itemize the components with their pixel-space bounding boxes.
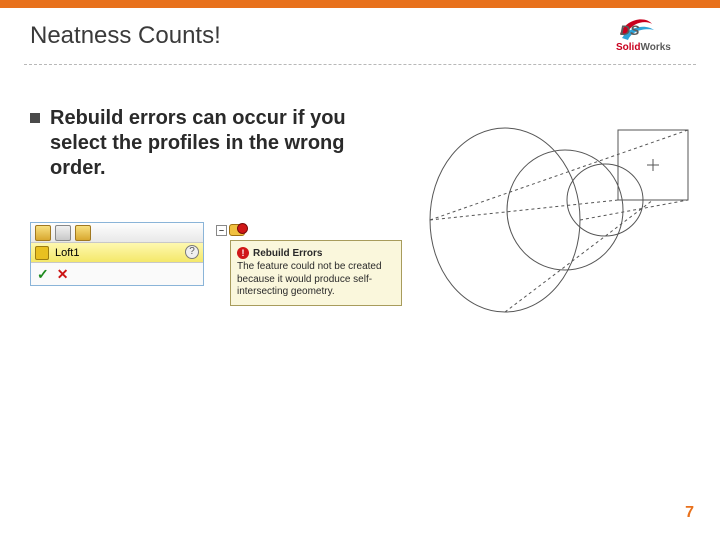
ok-button[interactable]: ✓ xyxy=(37,266,49,283)
logo-works-text: Works xyxy=(640,42,670,53)
feature-tree-region: – ! Rebuild Errors The feature could not… xyxy=(214,222,410,306)
rebuild-error-tooltip: ! Rebuild Errors The feature could not b… xyxy=(230,240,402,306)
loft-feature-icon xyxy=(35,246,49,260)
feature-label: Loft1 xyxy=(55,247,79,259)
tree-feature-error-icon xyxy=(229,224,245,236)
feature-icon[interactable] xyxy=(35,225,51,241)
tooltip-header: ! Rebuild Errors xyxy=(237,247,395,259)
tree-item-row[interactable]: – xyxy=(214,222,410,238)
property-manager-panel: Loft1 ? ✓ ✕ xyxy=(30,222,204,286)
bullet-marker-icon xyxy=(30,113,40,123)
tooltip-body: The feature could not be created because… xyxy=(237,261,395,299)
logo-wordmark: SolidWorks xyxy=(616,42,671,53)
cancel-button[interactable]: ✕ xyxy=(57,266,69,283)
bullet-item: Rebuild errors can occur if you select t… xyxy=(30,106,400,181)
config-icon[interactable] xyxy=(55,225,71,241)
page-number: 7 xyxy=(685,504,694,522)
logo-solid-text: Solid xyxy=(616,42,640,53)
display-icon[interactable] xyxy=(75,225,91,241)
loft-sketch-figure xyxy=(400,100,700,320)
ok-cancel-row: ✓ ✕ xyxy=(31,263,203,285)
error-bang-icon: ! xyxy=(237,247,249,259)
slide-title: Neatness Counts! xyxy=(30,22,221,50)
title-divider xyxy=(24,64,696,65)
accent-top-bar xyxy=(0,0,720,8)
logo-ds-text: DS xyxy=(620,22,639,38)
sketch-svg xyxy=(400,100,700,320)
tooltip-title: Rebuild Errors xyxy=(253,248,322,259)
feature-title-row: Loft1 ? xyxy=(31,243,203,263)
solidworks-logo: DS SolidWorks xyxy=(616,14,696,56)
panel-icon-row xyxy=(31,223,203,243)
help-button[interactable]: ? xyxy=(185,245,199,259)
tree-collapse-toggle[interactable]: – xyxy=(216,225,227,236)
bullet-text: Rebuild errors can occur if you select t… xyxy=(50,106,400,181)
